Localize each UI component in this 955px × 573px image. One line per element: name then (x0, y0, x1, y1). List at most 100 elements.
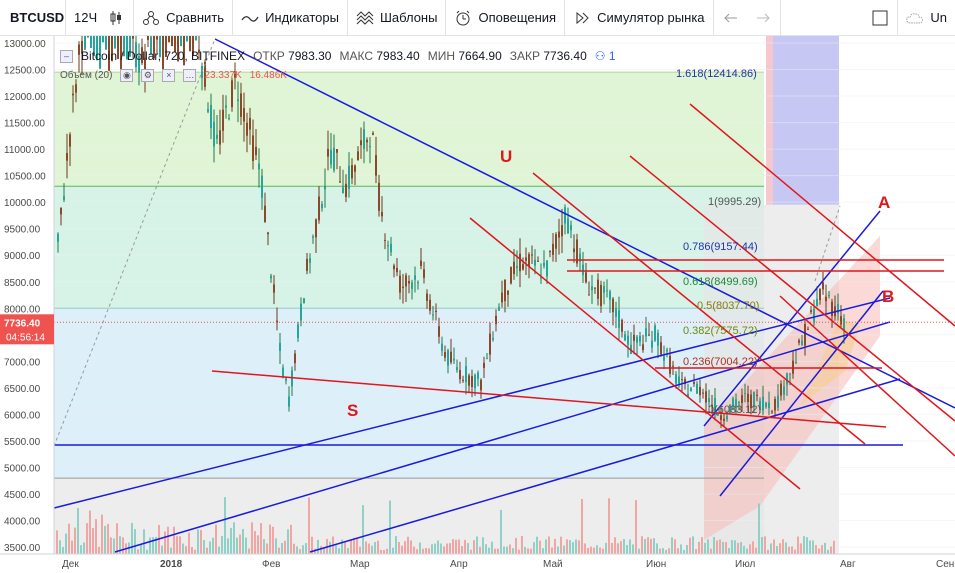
candle-body (177, 36, 179, 62)
candle-body (573, 248, 575, 253)
candle-body (690, 388, 692, 392)
candle-body (687, 393, 689, 397)
redo-icon[interactable] (754, 9, 772, 27)
volume-bar (662, 548, 664, 554)
volume-bar (203, 539, 205, 554)
candle-body (507, 290, 509, 295)
candle-body (444, 352, 446, 358)
volume-bar (302, 545, 304, 554)
candle-body (696, 383, 698, 394)
alerts-button[interactable]: Оповещения (446, 0, 566, 36)
volume-bar (440, 543, 442, 554)
candle-body (621, 320, 623, 332)
candle-body (180, 36, 182, 47)
trendline-red (532, 172, 866, 445)
volume-bar (206, 547, 208, 554)
candle-body (174, 36, 176, 53)
interval-selector[interactable]: 12Ч (66, 0, 135, 36)
candle-body (810, 310, 812, 313)
volume-bar (602, 548, 604, 554)
candle-body (111, 36, 113, 62)
volume-bar (224, 497, 226, 554)
candle-body (660, 342, 662, 355)
symbol-search[interactable]: BTCUSD (0, 0, 66, 36)
candle-body (186, 36, 188, 42)
candle-body (255, 146, 257, 156)
candle-body (750, 394, 752, 409)
close-icon[interactable]: × (162, 69, 176, 82)
volume-bar (767, 549, 769, 554)
zone-pink-strip (766, 36, 773, 205)
time-axis[interactable]: Дек 2018 Фев Мар Апр Май Июн Июл Авг Сен (0, 553, 955, 570)
fullscreen-button[interactable] (863, 0, 899, 36)
undo-icon[interactable] (722, 9, 740, 27)
fib-level-label: 1(9995.29) (708, 196, 761, 208)
high-label: МАКС (339, 49, 373, 63)
replay-button[interactable]: Симулятор рынка (565, 0, 714, 36)
more-icon[interactable]: … (183, 69, 197, 82)
settings-icon[interactable]: ⚙ (141, 69, 155, 82)
series-title[interactable]: Bitcoin / Dollar, 720, BITFINEX (81, 49, 246, 63)
volume-bar (380, 549, 382, 554)
candle-body (765, 402, 767, 407)
volume-bar (629, 539, 631, 554)
trendline-blue (114, 321, 891, 553)
candle-body (636, 336, 638, 343)
candle-body (150, 36, 152, 54)
candle-body (306, 258, 308, 271)
fib-level-label: 0.236(7004.22) (683, 356, 758, 368)
cloud-save-button[interactable]: Un (898, 0, 955, 36)
volume-bar (659, 548, 661, 554)
volume-bar (254, 531, 256, 554)
volume-bar (452, 539, 454, 554)
candle-body (678, 376, 680, 384)
annotation-label: A (878, 193, 890, 212)
volume-bar (401, 545, 403, 554)
candle-body (225, 105, 227, 108)
volume-bar (248, 548, 250, 554)
indicators-button[interactable]: Индикаторы (233, 0, 348, 36)
compare-button[interactable]: Сравнить (134, 0, 234, 36)
volume-bar (152, 537, 154, 554)
candle-body (357, 151, 359, 161)
price-tick: 8500.00 (4, 278, 41, 289)
eye-icon[interactable]: ◉ (120, 69, 134, 82)
price-tick: 4000.00 (4, 517, 41, 528)
alert-badge[interactable]: ⚇ 1 (594, 49, 616, 63)
volume-bar (503, 546, 505, 554)
volume-bar (194, 549, 196, 554)
candle-body (558, 231, 560, 238)
volume-label[interactable]: Объем (20) (60, 70, 113, 81)
price-axis[interactable]: 13000.00 12500.00 12000.00 11500.00 11000.00… (0, 36, 55, 570)
volume-bar (509, 544, 511, 554)
candlestick-icon[interactable] (107, 9, 125, 27)
volume-bar (422, 548, 424, 554)
volume-bar (335, 545, 337, 554)
time-tick: Апр (450, 559, 468, 570)
candle-body (813, 308, 815, 323)
candle-body (99, 36, 101, 69)
volume-bar (731, 540, 733, 554)
fib-level-label: 0(6083.12) (708, 404, 761, 416)
templates-button[interactable]: Шаблоны (348, 0, 447, 36)
volume-bar (776, 545, 778, 554)
volume-bar (800, 543, 802, 554)
candle-body (555, 234, 557, 249)
volume-bar (470, 549, 472, 554)
volume-bar (563, 545, 565, 554)
drawings[interactable]: U S A B (53, 38, 955, 553)
volume-bar (278, 547, 280, 554)
collapse-icon[interactable]: – (60, 49, 73, 63)
open-value: 7983.30 (288, 49, 332, 63)
volume-bar (149, 537, 151, 554)
volume-bar (413, 546, 415, 554)
candle-body (561, 225, 563, 237)
volume-bar (824, 542, 826, 554)
candle-body (747, 393, 749, 403)
price-tick: 12000.00 (4, 92, 46, 103)
candle-body (144, 57, 146, 74)
candle-body (831, 301, 833, 317)
fib-level-label: 1.618(12414.86) (676, 68, 757, 80)
